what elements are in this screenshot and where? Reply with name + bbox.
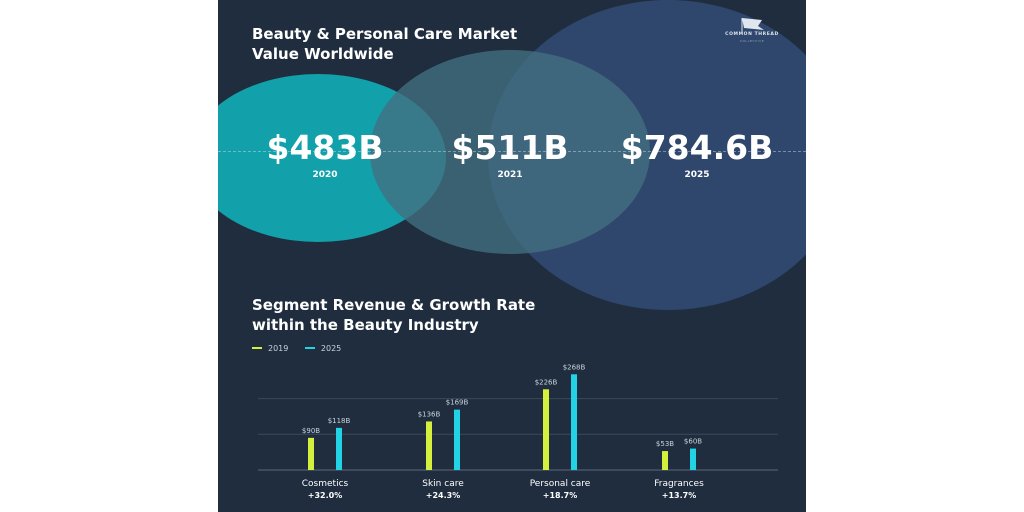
legend-item-2025: 2025 (304, 343, 342, 353)
circle-2021 (370, 50, 650, 254)
bar-value-label: $169B (446, 399, 469, 407)
bar-2025-skin-care (454, 409, 460, 470)
flag-icon (741, 18, 764, 33)
logo-text: COMMON THREAD (725, 32, 779, 37)
bar-2019-personal-care (543, 389, 549, 470)
bar-2019-skin-care (426, 421, 432, 470)
logo-subtext: COLLECTIVE (739, 39, 765, 43)
bar-value-label: $118B (328, 417, 351, 425)
value-2020: $483B (266, 128, 384, 167)
bar-value-label: $226B (535, 378, 558, 386)
growth-rate-label: +18.7% (543, 491, 577, 500)
bar-2025-personal-care (571, 374, 577, 470)
bar-2019-fragrances (662, 451, 668, 470)
bar-2025-fragrances (690, 448, 696, 470)
value-2021: $511B (451, 128, 569, 167)
year-2021: 2021 (497, 170, 523, 180)
legend-item-2019: 2019 (252, 344, 288, 353)
bar-value-label: $136B (418, 410, 441, 418)
bar-2019-cosmetics (308, 437, 314, 470)
logo: COMMON THREAD COLLECTIVE (718, 14, 786, 48)
dotted-divider (218, 151, 806, 152)
bar-value-label: $60B (684, 438, 702, 446)
growth-rate-label: +32.0% (308, 491, 342, 500)
year-2025: 2025 (684, 170, 710, 180)
bar-chart: $90B $118B Cosmetics +32.0% $136B $169B Skin c… (258, 363, 778, 500)
growth-rate-label: +24.3% (426, 491, 460, 500)
legend-label-2025: 2025 (320, 343, 342, 353)
category-label: Personal care (530, 479, 591, 489)
growth-rate-label: +13.7% (662, 491, 696, 500)
legend-swatch-2025 (304, 347, 315, 349)
chart-legend: 2019 2025 (252, 342, 355, 353)
legend-swatch-2019 (252, 347, 262, 349)
category-label: Skin care (422, 479, 464, 489)
bar-value-label: $90B (302, 427, 320, 435)
infographic-panel: Beauty & Personal Care Market Value Worl… (218, 0, 806, 512)
market-title: Beauty & Personal Care Market Value Worl… (252, 25, 518, 63)
bar-value-label: $53B (656, 440, 674, 448)
category-label: Cosmetics (302, 479, 349, 489)
segment-title: Segment Revenue & Growth Rate within the… (252, 296, 536, 334)
category-label: Fragrances (654, 479, 704, 489)
legend-label-2019: 2019 (268, 343, 289, 353)
value-2025: $784.6B (620, 128, 774, 167)
bar-value-label: $268B (563, 363, 586, 371)
year-2020: 2020 (312, 170, 338, 180)
bar-2025-cosmetics (336, 427, 342, 470)
